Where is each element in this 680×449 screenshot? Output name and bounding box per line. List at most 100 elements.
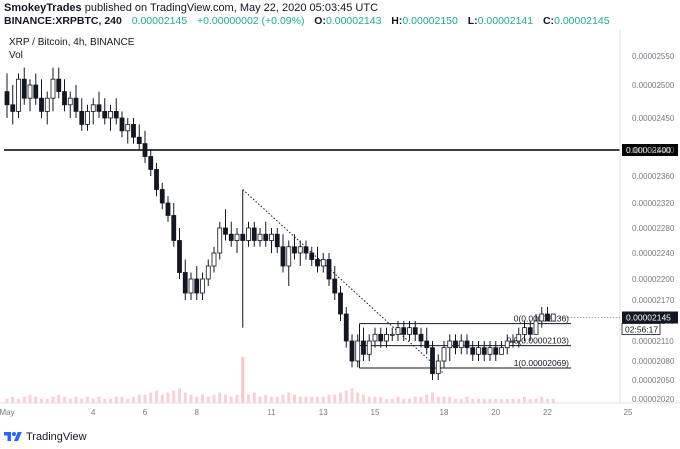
volume-bar <box>396 396 400 403</box>
candle-body <box>56 78 62 93</box>
candle-body <box>412 327 418 335</box>
candle <box>269 228 274 253</box>
candle-body <box>539 313 545 322</box>
volume-bar <box>109 398 112 403</box>
volume-bar <box>68 398 72 403</box>
price-tick-label: 0.00002400 <box>632 146 675 155</box>
volume-bar <box>224 394 227 403</box>
candle-body <box>154 169 159 190</box>
candle-body <box>407 327 412 335</box>
tradingview-logo[interactable]: TradingView <box>4 430 87 444</box>
price-chart[interactable]: 0(0.00002136)0.5(0.00002103)1(0.00002069… <box>0 30 680 424</box>
candle <box>343 307 349 348</box>
chart-legend-title[interactable]: XRP / Bitcoin, 4h, BINANCE <box>9 37 135 48</box>
candle-body <box>263 233 269 241</box>
price-tick-label: 0.00002450 <box>632 114 675 123</box>
candle-body <box>516 333 522 342</box>
candle <box>33 73 39 105</box>
volume-bar <box>22 396 26 403</box>
candle <box>516 327 522 348</box>
candle-body <box>303 246 309 254</box>
volume-bar <box>34 396 38 403</box>
volume-bars <box>5 357 555 403</box>
candle <box>315 246 320 273</box>
candle <box>527 321 533 341</box>
candle <box>165 196 171 222</box>
candle <box>102 98 108 125</box>
candle-body <box>257 233 263 241</box>
volume-bar <box>275 396 279 403</box>
candle-body <box>326 259 332 280</box>
volume-bar <box>178 388 181 403</box>
volume-bar <box>339 392 342 403</box>
candle <box>159 182 165 210</box>
trendline[interactable] <box>242 189 445 375</box>
candle <box>320 253 326 273</box>
volume-bar <box>189 394 193 403</box>
volume-bar <box>264 394 268 403</box>
candle-body <box>476 347 481 355</box>
countdown-badge <box>621 323 661 335</box>
volume-bar <box>442 396 446 403</box>
candle-body <box>384 333 389 342</box>
candle <box>246 221 251 247</box>
volume-bar <box>436 396 440 403</box>
volume-bar <box>344 390 348 403</box>
candle-body <box>10 104 16 112</box>
candle <box>378 327 384 348</box>
volume-bar <box>419 396 423 403</box>
volume-bar <box>448 396 452 403</box>
candle-body <box>90 104 96 112</box>
price-tick-label: 0.00002360 <box>632 172 675 181</box>
candle-body <box>228 233 234 241</box>
volume-bar <box>28 394 32 403</box>
candle-body <box>33 84 39 99</box>
quote-line: BINANCE:XRPBTC, 240 0.00002145 +0.000000… <box>4 15 610 27</box>
candle-body <box>125 124 131 132</box>
volume-bar <box>126 398 130 403</box>
candle-body <box>458 340 464 349</box>
volume-bar <box>500 398 503 403</box>
volume-bar <box>287 392 291 403</box>
candle <box>113 98 119 125</box>
volume-bar <box>350 388 354 403</box>
time-tick-label: 11 <box>267 408 276 417</box>
candle-body <box>349 340 355 362</box>
volume-bar <box>155 390 158 403</box>
volume-bar <box>80 398 84 403</box>
candle-body <box>194 278 200 294</box>
volume-bar <box>57 394 61 403</box>
symbol-label[interactable]: BINANCE:XRPBTC, 240 <box>4 15 122 27</box>
candle-body <box>39 97 44 112</box>
candle <box>39 79 44 118</box>
candle-body <box>355 340 361 362</box>
open-value: 0.00002143 <box>325 15 382 27</box>
volume-bar <box>511 398 515 403</box>
price-tick-label: 0.00002550 <box>632 52 675 61</box>
low-label: L: <box>467 15 478 27</box>
author-name[interactable]: SmokeyTrades <box>4 2 82 14</box>
time-axis[interactable]: May 4 6 8 11 13 15 18 20 22 25 <box>0 402 680 417</box>
time-tick-label: 6 <box>143 408 148 417</box>
horizontal-line[interactable]: 0.00002400 <box>4 144 678 156</box>
price-axis[interactable]: 0.00002550 0.00002500 0.00002450 0.00002400… <box>556 30 678 404</box>
candle-body <box>527 327 533 335</box>
candle-body <box>44 97 50 112</box>
support-line-label: 0.00002400 <box>626 145 671 155</box>
candle-body <box>182 272 188 294</box>
high-label: H: <box>391 15 403 27</box>
volume-legend-label[interactable]: Vol <box>9 50 23 61</box>
candle <box>96 91 102 118</box>
last-price-badge <box>622 311 678 324</box>
volume-bar <box>17 398 20 403</box>
time-tick-label: 4 <box>91 408 96 417</box>
candle-body <box>430 347 435 375</box>
candle-body <box>447 340 453 349</box>
candle-body <box>366 340 372 355</box>
candle <box>418 327 424 348</box>
candle <box>73 85 79 118</box>
candle-body <box>159 189 165 204</box>
candle-body <box>372 333 378 342</box>
time-tick-label: 22 <box>543 408 552 417</box>
volume-bar <box>333 394 337 403</box>
